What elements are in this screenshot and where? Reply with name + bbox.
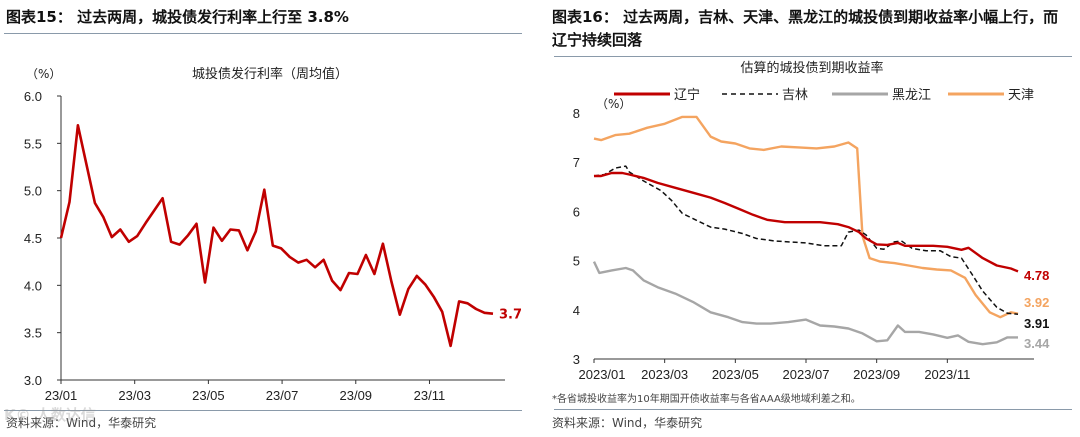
y-tick-label: 6.0 [24,89,42,104]
x-tick-label: 23/11 [414,388,446,403]
y-tick-label: 3.0 [24,373,42,388]
y-tick-label: 7 [573,155,580,170]
legend-label: 辽宁 [674,87,700,103]
x-tick-label: 23/03 [118,388,151,403]
x-tick-label: 2023/11 [924,367,970,382]
source-rule [554,409,1072,410]
y-tick-label: 3.5 [24,326,42,341]
end-value-label: 4.78 [1024,268,1049,283]
x-tick-label: 2023/01 [579,367,626,382]
end-value-label: 3.7 [499,308,522,323]
x-tick-label: 2023/07 [783,367,830,382]
chart-title: 估算的城投债到期收益率 [740,60,883,76]
legend-label: 黑龙江 [892,88,931,103]
left-panel: 图表15： 过去两周，城投债发行利率上行至 3.8% 城投债发行利率（周均值） … [0,0,530,437]
x-tick-label: 2023/09 [853,367,900,382]
x-tick-label: 2023/03 [641,367,688,382]
figure-15-title: 图表15： 过去两周，城投债发行利率上行至 3.8% [6,8,349,26]
series-line [594,171,1019,273]
left-source: 资料来源：Wind，华泰研究 [6,416,157,430]
title-rule [554,56,1072,57]
x-tick-label: 23/01 [45,388,78,403]
series-line [593,165,1019,315]
y-tick-label: 4.5 [24,231,42,246]
series-line [592,261,1018,346]
y-tick-label: 4.0 [24,278,42,293]
right-panel: 图表16： 过去两周，吉林、天津、黑龙江的城投债到期收益率小幅上行，而辽宁持续回… [550,0,1080,437]
x-tick-label: 23/05 [192,388,225,403]
y-tick-label: 6 [573,204,580,219]
x-tick-label: 23/09 [340,388,373,403]
issuance-rate-line [59,124,494,348]
y-tick-label: 3 [573,352,580,367]
y-axis-unit: （%） [26,67,61,81]
series-line [593,115,1019,319]
legend-label: 天津 [1008,88,1034,103]
figure-16-title: 图表16： 过去两周，吉林、天津、黑龙江的城投债到期收益率小幅上行，而辽宁持续回… [552,8,1059,49]
y-tick-label: 5.5 [24,136,42,151]
y-tick-label: 4 [573,303,580,318]
chart-title: 城投债发行利率（周均值） [192,66,348,82]
right-source: 资料来源：Wind，华泰研究 [552,416,703,430]
provincial-yield-chart: 估算的城投债到期收益率 辽宁 吉林 黑龙江 天津 （%） 3 4 5 6 7 8 2023/01… [573,60,1050,382]
end-value-label: 3.91 [1024,316,1049,331]
legend-label: 吉林 [782,88,808,103]
y-axis-unit: （%） [596,97,631,111]
footnote: *各省城投收益率为10年期国开债收益率与各省AAA级地域利差之和。 [552,394,861,405]
source-rule [4,410,522,411]
y-tick-label: 5 [573,254,580,269]
end-value-label: 3.92 [1024,295,1049,310]
y-tick-label: 5.0 [24,184,42,199]
x-tick-label: 2023/05 [712,367,759,382]
title-rule [4,33,522,34]
x-tick-label: 23/07 [266,388,299,403]
watermark: K© 人数达信 [4,406,96,424]
y-tick-label: 8 [573,106,580,121]
end-value-label: 3.44 [1024,336,1050,351]
issuance-rate-chart: 城投债发行利率（周均值） （%） 3.0 3.5 4.0 4.5 5.0 5.5 6.0 2… [24,66,522,403]
